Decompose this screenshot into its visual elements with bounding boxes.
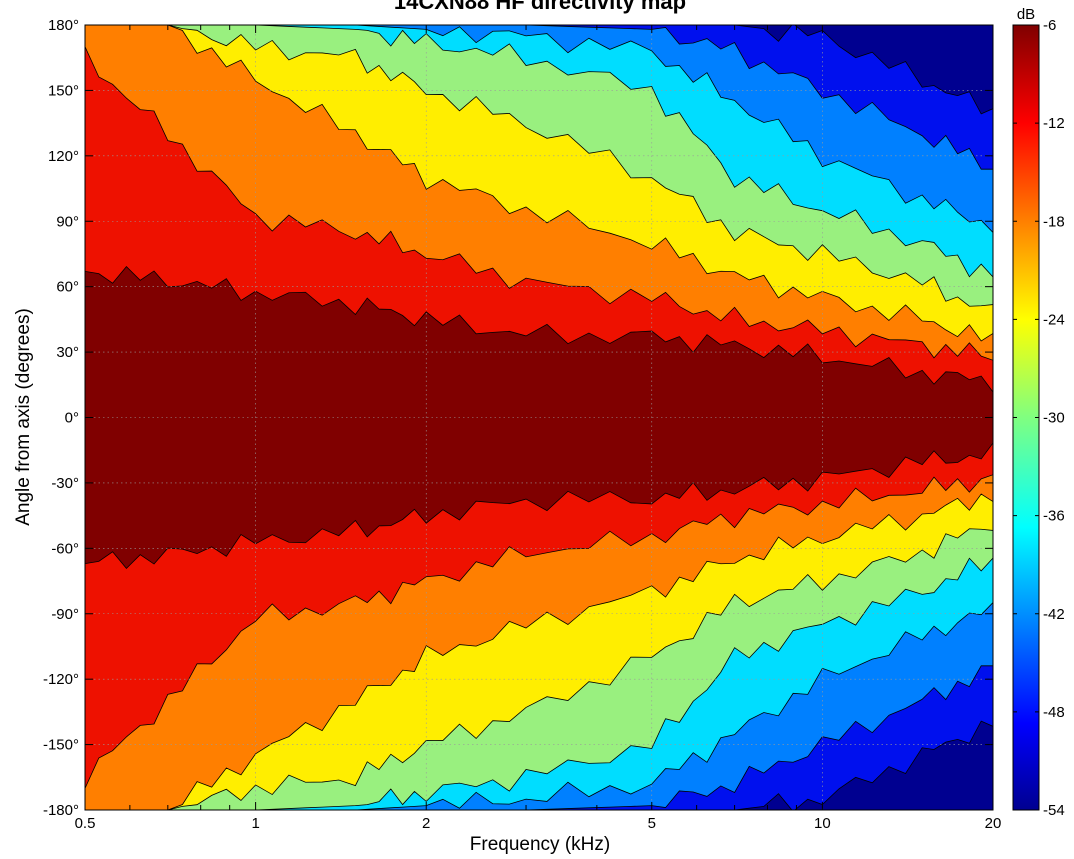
x-tick-label: 2	[422, 815, 430, 832]
contour-48db-lower	[85, 720, 993, 810]
axis-ticks	[84, 24, 994, 811]
colorbar-tick-label: -30	[1043, 410, 1065, 427]
contour-6db-upper	[85, 266, 993, 393]
colorbar-tick-label: -42	[1043, 606, 1065, 623]
y-tick-label: -90°	[51, 606, 79, 623]
y-axis-label: Angle from axis (degrees)	[13, 308, 34, 526]
contour-lines	[85, 25, 993, 810]
y-tick-label: -180°	[43, 802, 79, 819]
contour-18db-lower	[85, 493, 993, 810]
directivity-contour-bands	[85, 25, 993, 810]
band-6db	[85, 266, 993, 569]
contour-30db-lower	[85, 557, 993, 810]
x-tick-label: 10	[814, 815, 831, 832]
contour-30db-upper	[85, 25, 993, 278]
colorbar-tick-label: -12	[1043, 115, 1065, 132]
y-tick-label: -30°	[51, 475, 79, 492]
chart-title: 14CXN88 HF directivity map	[394, 0, 686, 14]
colorbar-tick-label: -6	[1043, 17, 1056, 34]
contour-6db-lower	[85, 442, 993, 569]
x-tick-label: 0.5	[75, 815, 96, 832]
x-tick-label: 1	[251, 815, 259, 832]
y-tick-label: -150°	[43, 737, 79, 754]
y-tick-label: -120°	[43, 671, 79, 688]
x-tick-label: 5	[648, 815, 656, 832]
contour-12db-upper	[85, 46, 993, 361]
contour-42db-lower	[85, 665, 993, 810]
contour-36db-lower	[85, 602, 993, 810]
contour-12db-lower	[85, 474, 993, 789]
x-tick-label: 20	[985, 815, 1002, 832]
colorbar-tick-label: -36	[1043, 508, 1065, 525]
colorbar-tick-label: -54	[1043, 802, 1065, 819]
y-tick-label: 60°	[56, 279, 79, 296]
y-tick-label: -60°	[51, 540, 79, 557]
colorbar-tick-label: -24	[1043, 311, 1065, 328]
contour-42db-upper	[85, 25, 993, 170]
x-axis-label: Frequency (kHz)	[470, 834, 610, 855]
contour-24db-lower	[85, 528, 993, 810]
y-tick-label: 0°	[65, 410, 79, 427]
y-tick-labels: 180° 150° 120° 90° 60° 30° 0° -30° -60° -90° -120°…	[43, 17, 79, 819]
colorbar-tick-label: -18	[1043, 213, 1065, 230]
colorbar-label: dB	[1017, 6, 1035, 23]
x-tick-labels: 0.5 1 2 5 10 20	[75, 815, 1002, 832]
contour-48db-upper	[85, 25, 993, 115]
contour-36db-upper	[85, 25, 993, 233]
y-tick-label: 30°	[56, 344, 79, 361]
y-tick-label: 120°	[48, 148, 79, 165]
colorbar-tick-label: -48	[1043, 704, 1065, 721]
contour-24db-upper	[85, 25, 993, 307]
colorbar: -6 -12 -18 -24 -30 -36 -42 -48 -54 dB	[1012, 6, 1065, 819]
contour-18db-upper	[85, 25, 993, 342]
y-tick-label: 150°	[48, 82, 79, 99]
y-tick-label: 180°	[48, 17, 79, 34]
y-tick-label: 90°	[56, 213, 79, 230]
